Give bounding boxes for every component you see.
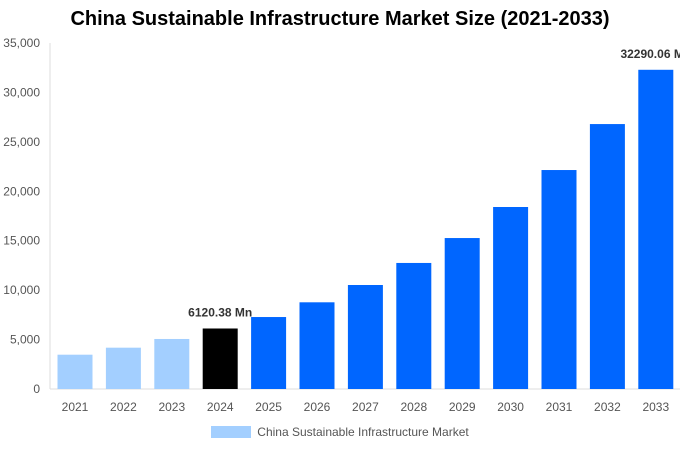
y-tick-label: 0 — [33, 382, 40, 396]
bar-2022 — [105, 347, 141, 389]
y-tick-label: 30,000 — [3, 85, 40, 99]
legend-label: China Sustainable Infrastructure Market — [257, 425, 469, 439]
x-tick-label: 2033 — [642, 400, 669, 414]
x-tick-label: 2029 — [449, 400, 476, 414]
y-tick-label: 5,000 — [10, 333, 40, 347]
y-tick-label: 20,000 — [3, 184, 40, 198]
x-tick-label: 2027 — [352, 400, 379, 414]
bar-2023 — [154, 338, 190, 389]
bar-2033 — [638, 69, 674, 389]
legend-swatch — [211, 426, 252, 438]
y-tick-label: 35,000 — [3, 36, 40, 50]
x-tick-label: 2024 — [207, 400, 234, 414]
bar-2026 — [299, 302, 335, 389]
x-tick-label: 2026 — [304, 400, 331, 414]
data-label: 32290.06 Mn — [620, 47, 680, 61]
x-tick-label: 2030 — [497, 400, 524, 414]
x-tick-label: 2028 — [400, 400, 427, 414]
bar-2032 — [589, 124, 625, 389]
y-tick-label: 10,000 — [3, 283, 40, 297]
bar-2025 — [251, 317, 287, 389]
x-tick-label: 2032 — [594, 400, 621, 414]
legend: China Sustainable Infrastructure Market — [0, 425, 680, 439]
bar-2024 — [202, 328, 238, 389]
y-tick-label: 25,000 — [3, 135, 40, 149]
bar-2021 — [57, 354, 93, 389]
x-tick-label: 2021 — [62, 400, 89, 414]
bar-2027 — [347, 285, 383, 389]
x-tick-label: 2031 — [546, 400, 573, 414]
chart-title: China Sustainable Infrastructure Market … — [70, 8, 610, 30]
bar-2031 — [541, 170, 577, 389]
bar-2030 — [493, 207, 529, 389]
x-tick-label: 2022 — [110, 400, 137, 414]
x-tick-label: 2023 — [158, 400, 185, 414]
data-label: 6120.38 Mn — [188, 305, 252, 319]
x-tick-label: 2025 — [255, 400, 282, 414]
y-tick-label: 15,000 — [3, 234, 40, 248]
bar-2029 — [444, 238, 480, 389]
bar-2028 — [396, 262, 432, 389]
